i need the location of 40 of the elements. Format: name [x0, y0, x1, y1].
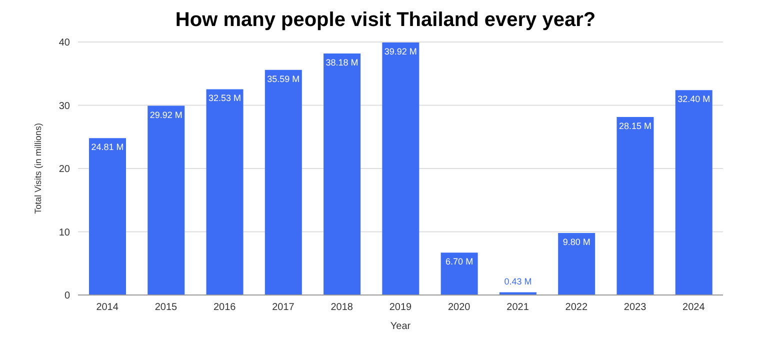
bar: [206, 89, 244, 295]
x-tick-label: 2023: [624, 302, 647, 314]
bar: [324, 54, 361, 295]
data-label: 0.43 M: [504, 276, 532, 286]
x-tick-label: 2017: [272, 302, 295, 314]
bar: [148, 106, 185, 295]
data-label: 32.40 M: [678, 94, 710, 104]
bar: [440, 252, 478, 295]
data-label: 6.70 M: [446, 256, 474, 267]
x-tick-label: 2016: [213, 302, 236, 314]
chart-title: How many people visit Thailand every year?: [174, 8, 597, 32]
x-tick-label: 2015: [154, 302, 178, 314]
data-label: 32.53 M: [208, 93, 242, 104]
data-label: 38.18 M: [326, 58, 358, 68]
x-tick-label: 2021: [506, 302, 530, 314]
bar: [89, 138, 126, 295]
x-tick-label: 2020: [448, 302, 471, 314]
bar: [382, 42, 420, 295]
data-label: 9.80 M: [562, 237, 590, 248]
y-tick-label: 30: [58, 100, 70, 112]
data-label: 35.59 M: [267, 74, 300, 84]
data-label: 29.92 M: [150, 110, 182, 120]
bar: [675, 90, 712, 295]
x-tick-label: 2018: [330, 302, 354, 314]
bar: [264, 70, 302, 295]
data-label: 28.15 M: [618, 120, 652, 131]
x-tick-label: 2019: [389, 302, 412, 314]
x-axis-title: Year: [390, 321, 412, 332]
bar: [616, 116, 654, 295]
y-tick-label: 40: [58, 38, 70, 49]
y-tick-label: 0: [64, 290, 70, 302]
x-tick-label: 2022: [565, 302, 588, 314]
y-tick-label: 20: [58, 164, 70, 176]
x-tick-label: 2014: [96, 302, 119, 314]
x-tick-label: 2024: [682, 302, 706, 314]
y-tick-label: 10: [58, 227, 70, 238]
y-axis-title: Total Visits (in millions): [33, 123, 44, 214]
data-label: 39.92 M: [384, 46, 417, 57]
bar: [558, 233, 596, 295]
data-label: 24.81 M: [91, 142, 124, 152]
